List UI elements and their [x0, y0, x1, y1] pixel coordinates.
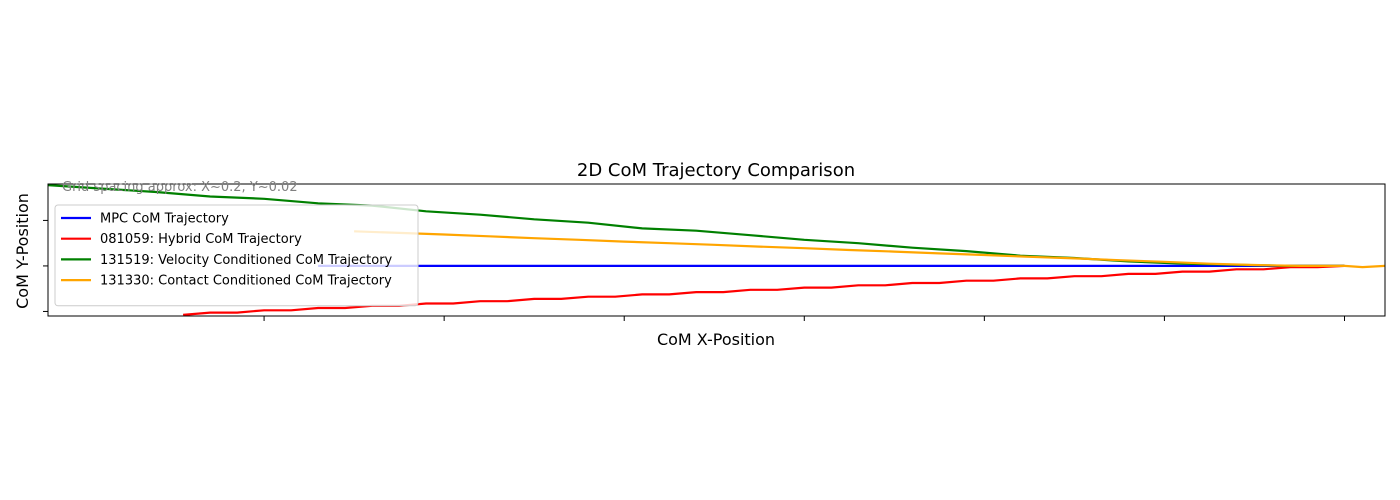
y-axis-label: CoM Y-Position: [13, 193, 32, 309]
legend-entry: MPC CoM Trajectory: [100, 212, 229, 227]
legend-box: [54, 204, 419, 307]
legend-entry: 131330: Contact Conditioned CoM Trajecto…: [100, 274, 392, 289]
plot-frame: [47, 183, 1386, 317]
legend-entry: 081059: Hybrid CoM Trajectory: [100, 232, 302, 247]
chart-title: 2D CoM Trajectory Comparison: [577, 160, 855, 181]
legend-entry: 131519: Velocity Conditioned CoM Traject…: [100, 253, 393, 268]
x-axis-label: CoM X-Position: [657, 330, 775, 349]
grid-spacing-annotation: Grid spacing approx: X~0.2, Y~0.02: [62, 180, 298, 195]
legend: MPC CoM Trajectory 081059: Hybrid CoM Tra…: [54, 204, 419, 307]
series-line-4: [354, 230, 1385, 269]
